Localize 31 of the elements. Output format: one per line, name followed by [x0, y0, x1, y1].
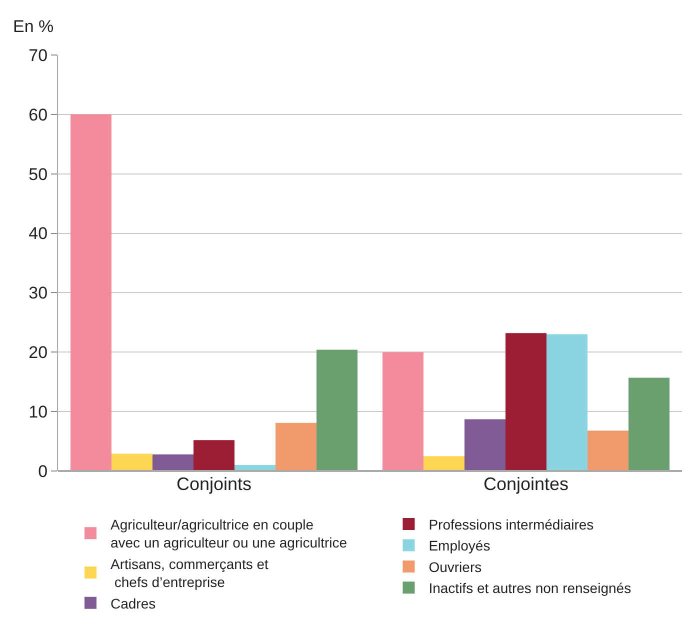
- y-tick-label: 40: [28, 224, 48, 244]
- legend-label: Cadres: [110, 595, 156, 612]
- y-tick-label: 10: [28, 402, 48, 422]
- y-tick-label: 30: [28, 284, 48, 303]
- legend-label: Inactifs et autres non renseignés: [428, 580, 632, 596]
- y-axis-title: En %: [13, 17, 54, 36]
- bar: [276, 422, 317, 471]
- y-tick-label: 50: [28, 164, 48, 184]
- legend-label: Artisans, commerçants et chefs d’entreprise: [110, 556, 269, 590]
- bar: [628, 378, 670, 471]
- bar: [194, 440, 234, 471]
- bar: [70, 114, 112, 471]
- legend-label: Employés: [428, 538, 490, 554]
- bar: [506, 333, 546, 471]
- y-tick-label: 70: [28, 46, 48, 65]
- bar: [152, 454, 194, 471]
- bar: [423, 456, 464, 471]
- bar: [546, 334, 588, 471]
- x-tick-label: Conjointes: [483, 474, 569, 494]
- legend-label: Agriculteur/agricultrice en couple avec un agriculteur ou une agricultrice: [110, 516, 348, 551]
- y-tick-label: 20: [28, 343, 48, 362]
- bar: [464, 419, 506, 471]
- bar: [588, 430, 629, 471]
- legend-label: Professions intermédiaires: [428, 516, 594, 532]
- x-tick-label: Conjoints: [176, 474, 252, 494]
- bar: [111, 454, 152, 471]
- y-tick-label: 0: [38, 462, 48, 481]
- bar: [316, 350, 358, 471]
- y-tick-label: 60: [28, 105, 48, 124]
- legend-label: Ouvriers: [428, 558, 482, 575]
- bar: [382, 352, 424, 471]
